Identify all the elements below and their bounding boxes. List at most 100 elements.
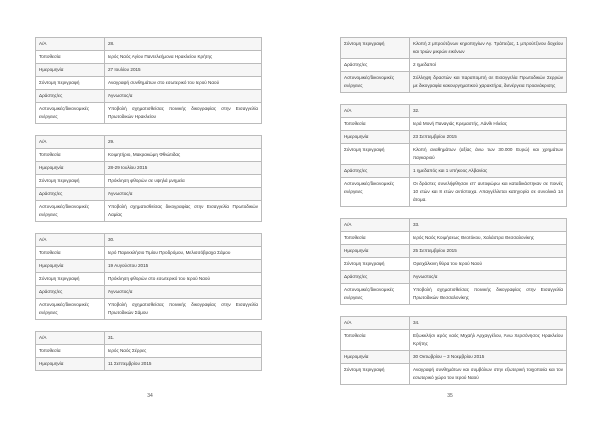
row-value: Υποβολή σχηματισθείσας ποινικής δικογραφ…: [104, 102, 262, 124]
page-number: 34: [147, 393, 153, 399]
table-row: Δράστης/ες Άγνωστος/α: [35, 285, 262, 299]
row-label: Τοποθεσία: [35, 246, 105, 260]
table-row: Α/Α 30.: [35, 233, 262, 247]
row-label: Α/Α: [340, 218, 410, 232]
table-row: Δράστης/ες Άγνωστος/α: [340, 270, 567, 284]
row-label: Α/Α: [35, 37, 105, 51]
row-label: Σύντομη περιγραφή: [340, 37, 410, 59]
row-value: 23 Σεπτεμβρίου 2015: [409, 130, 567, 144]
incident-table: Α/Α 28. Τοποθεσία Ιερός Ναός Αγίου Παντελεή…: [35, 37, 262, 124]
table-row: Δράστης/ες 2 ημεδαποί: [340, 58, 567, 72]
incident-tables-right: Σύντομη περιγραφή Κλοπή 2 μπρούτζινων κηρ…: [340, 37, 567, 396]
row-label: Αστυνομικές/δικονομικές ενέργειες: [340, 283, 410, 305]
table-row: Τοποθεσία Ιερός Ναός Αγίου Παντελεήμονα Η…: [35, 50, 262, 64]
table-row: Δράστης/ες 1 ημεδαπός και 1 υπήκοος Αλβαν…: [340, 164, 567, 178]
row-label: Ημερομηνία: [35, 161, 105, 175]
row-label: Α/Α: [35, 233, 105, 247]
row-label: Σύντομη περιγραφή: [340, 143, 410, 165]
row-value: Άγνωστος/α: [104, 89, 262, 103]
row-value: 28.: [104, 37, 262, 51]
table-row: Τοποθεσία Ιερός Ναός Κοιμήσεως Θεοτόκου, …: [340, 231, 567, 245]
row-value: Ορειχάλκινη θύρα του Ιερού Ναού: [409, 257, 567, 271]
table-row: Ημερομηνία 23 Σεπτεμβρίου 2015: [340, 130, 567, 144]
table-row: Τοποθεσία Ιερό Παρεκκλήσιο Τιμίου Προδρόμ…: [35, 246, 262, 260]
row-label: Α/Α: [340, 104, 410, 118]
table-row: Ημερομηνία 25 Σεπτεμβρίου 2015: [340, 244, 567, 258]
table-row: Α/Α 29.: [35, 135, 262, 149]
table-row: Ημερομηνία 11 Σεπτεμβρίου 2015: [35, 357, 262, 371]
incident-table: Α/Α 34. Τοποθεσία Εξωκκλήσι ιερός ναός Μιχα…: [340, 316, 567, 385]
incident-table: Α/Α 31. Τοποθεσία Ιερός Ναός Σέρρες Ημερομην…: [35, 331, 262, 371]
table-row: Αστυνομικές/δικονομικές ενέργειες Σύλληψη…: [340, 71, 567, 93]
table-row: Ημερομηνία 30 Οκτωβρίου – 3 Νοεμβρίου 201…: [340, 350, 567, 364]
row-value: 19 Αυγούστου 2015: [104, 259, 262, 273]
row-value: Άγνωστος/α: [104, 285, 262, 299]
row-label: Σύντομη περιγραφή: [340, 257, 410, 271]
row-label: Τοποθεσία: [35, 50, 105, 64]
table-row: Σύντομη περιγραφή Αναγραφή συνθημάτων και…: [340, 363, 567, 385]
row-label: Α/Α: [35, 331, 105, 345]
row-value: Ιερός Ναός Αγίου Παντελεήμονα Ηρακλείου …: [104, 50, 262, 64]
row-label: Δράστης/ες: [340, 58, 410, 72]
row-value: Οι δράστες συνελήφθησαν επ' αυτοφώρω και…: [409, 177, 567, 207]
row-value: 31.: [104, 331, 262, 345]
incident-table: Α/Α 30. Τοποθεσία Ιερό Παρεκκλήσιο Τιμίου Π…: [35, 233, 262, 320]
page-left: Α/Α 28. Τοποθεσία Ιερός Ναός Αγίου Παντελεή…: [35, 37, 262, 399]
row-label: Ημερομηνία: [35, 259, 105, 273]
row-value: Ιερός Ναός Κοιμήσεως Θεοτόκου, Χαλάστρα …: [409, 231, 567, 245]
row-label: Τοποθεσία: [340, 329, 410, 351]
row-value: Σύλληψη δραστών και παραπομπή σε Εισαγγε…: [409, 71, 567, 93]
table-row: Δράστης/ες Άγνωστος/α: [35, 187, 262, 201]
table-row: Σύντομη περιγραφή Κλοπή 2 μπρούτζινων κηρ…: [340, 37, 567, 59]
row-label: Αστυνομικές/δικονομικές ενέργειες: [35, 200, 105, 222]
row-label: Τοποθεσία: [35, 148, 105, 162]
row-value: 25 Σεπτεμβρίου 2015: [409, 244, 567, 258]
row-value: Άγνωστος/α: [409, 270, 567, 284]
row-label: Αστυνομικές/δικονομικές ενέργειες: [340, 177, 410, 207]
row-value: Άγνωστος/α: [104, 187, 262, 201]
table-row: Ημερομηνία 19 Αυγούστου 2015: [35, 259, 262, 273]
table-row: Σύντομη περιγραφή Κλοπή αναθημάτων (αξίας…: [340, 143, 567, 165]
row-label: Α/Α: [340, 316, 410, 330]
table-row: Α/Α 34.: [340, 316, 567, 330]
row-value: Υποβολή σχηματισθείσας ποινικής δικογραφ…: [409, 283, 567, 305]
row-value: Εξωκκλήσι ιερός ναός Μιχαήλ Αρχαγγέλου, …: [409, 329, 567, 351]
row-value: 33.: [409, 218, 567, 232]
table-row: Ημερομηνία 27 Ιουλίου 2015: [35, 63, 262, 77]
row-value: 1 ημεδαπός και 1 υπήκοος Αλβανίας: [409, 164, 567, 178]
row-label: Ημερομηνία: [35, 63, 105, 77]
row-value: 29.: [104, 135, 262, 149]
row-label: Δράστης/ες: [35, 187, 105, 201]
table-row: Σύντομη περιγραφή Αναγραφή συνθημάτων στο…: [35, 76, 262, 90]
row-label: Σύντομη περιγραφή: [35, 272, 105, 286]
row-label: Ημερομηνία: [340, 244, 410, 258]
table-row: Τοποθεσία Ιερά Μονή Παναγιάς Κρεμαστής, Λ…: [340, 117, 567, 131]
row-value: Κοιμητήριο, Μακρακώμη Φθιώτιδας: [104, 148, 262, 162]
row-value: Πρόκληση φθορών σε υψηλά μνημεία: [104, 174, 262, 188]
row-label: Ημερομηνία: [340, 130, 410, 144]
table-row: Αστυνομικές/δικονομικές ενέργειες Υποβολή…: [340, 283, 567, 305]
row-value: Αναγραφή συνθημάτων και συμβόλων στην εξ…: [409, 363, 567, 385]
row-value: Κλοπή 2 μπρούτζινων κηροπηγίων Αγ. Τράπε…: [409, 37, 567, 59]
table-row: Δράστης/ες Άγνωστος/α: [35, 89, 262, 103]
row-value: Ιερός Ναός Σέρρες: [104, 344, 262, 358]
table-row: Σύντομη περιγραφή Πρόκληση φθορών σε υψηλ…: [35, 174, 262, 188]
incident-table: Σύντομη περιγραφή Κλοπή 2 μπρούτζινων κηρ…: [340, 37, 567, 93]
incident-table: Α/Α 33. Τοποθεσία Ιερός Ναός Κοιμήσεως Θεοτ…: [340, 218, 567, 305]
row-label: Ημερομηνία: [340, 350, 410, 364]
page-right: Σύντομη περιγραφή Κλοπή 2 μπρούτζινων κηρ…: [300, 0, 600, 424]
page-number: 35: [447, 393, 453, 399]
table-row: Α/Α 32.: [340, 104, 567, 118]
row-label: Τοποθεσία: [340, 117, 410, 131]
row-value: Αναγραφή συνθημάτων στο εσωτερικό του Ιε…: [104, 76, 262, 90]
row-label: Δράστης/ες: [340, 164, 410, 178]
table-row: Τοποθεσία Ιερός Ναός Σέρρες: [35, 344, 262, 358]
row-value: 11 Σεπτεμβρίου 2015: [104, 357, 262, 371]
row-value: 2 ημεδαποί: [409, 58, 567, 72]
row-label: Σύντομη περιγραφή: [340, 363, 410, 385]
row-value: 32.: [409, 104, 567, 118]
incident-table: Α/Α 29. Τοποθεσία Κοιμητήριο, Μακρακώμη Φθι…: [35, 135, 262, 222]
row-value: Υποβολή σχηματισθείσας δικογραφίας στην …: [104, 200, 262, 222]
incident-table: Α/Α 32. Τοποθεσία Ιερά Μονή Παναγιάς Κρεμασ…: [340, 104, 567, 207]
row-value: 34.: [409, 316, 567, 330]
